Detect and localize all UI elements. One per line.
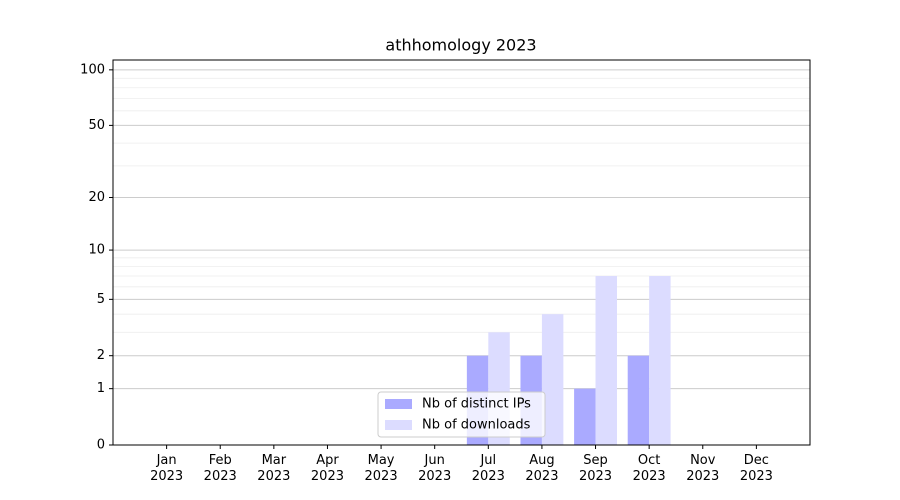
x-tick-label: Nov 2023 <box>686 453 720 484</box>
x-tick-label: Jan 2023 <box>150 453 184 484</box>
x-tick-label: Dec 2023 <box>739 453 773 484</box>
legend-swatch <box>385 420 412 430</box>
y-tick-label: 20 <box>88 190 105 205</box>
y-tick-label: 1 <box>97 381 105 396</box>
y-tick-label: 5 <box>97 292 105 307</box>
bar <box>574 388 596 445</box>
bar <box>541 314 564 445</box>
x-tick-label: Mar 2023 <box>257 453 291 484</box>
y-tick-label: 50 <box>88 118 105 133</box>
bar <box>649 275 671 445</box>
bar <box>595 275 617 445</box>
legend-label: Nb of distinct IPs <box>422 397 531 412</box>
y-tick-label: 2 <box>97 348 105 363</box>
legend-label: Nb of downloads <box>422 418 531 433</box>
x-tick-label: Jul 2023 <box>471 453 505 484</box>
x-tick-label: Apr 2023 <box>310 453 344 484</box>
legend-box <box>377 391 546 438</box>
legend-swatch <box>385 399 412 409</box>
plot-frame <box>112 59 811 446</box>
chart-title: athhomology 2023 <box>385 36 536 55</box>
y-tick-label: 0 <box>97 438 105 453</box>
y-tick-label: 10 <box>88 243 105 258</box>
x-tick-label: Oct 2023 <box>632 453 666 484</box>
x-tick-label: Sep 2023 <box>578 453 613 484</box>
x-tick-label: Feb 2023 <box>203 453 237 484</box>
bar <box>627 355 650 445</box>
y-tick-label: 100 <box>80 62 105 77</box>
legend: Nb of distinct IPs Nb of downloads <box>377 391 546 438</box>
x-tick-label: Jun 2023 <box>418 453 452 484</box>
x-tick-label: Aug 2023 <box>525 453 559 484</box>
x-tick-label: May 2023 <box>364 453 398 484</box>
